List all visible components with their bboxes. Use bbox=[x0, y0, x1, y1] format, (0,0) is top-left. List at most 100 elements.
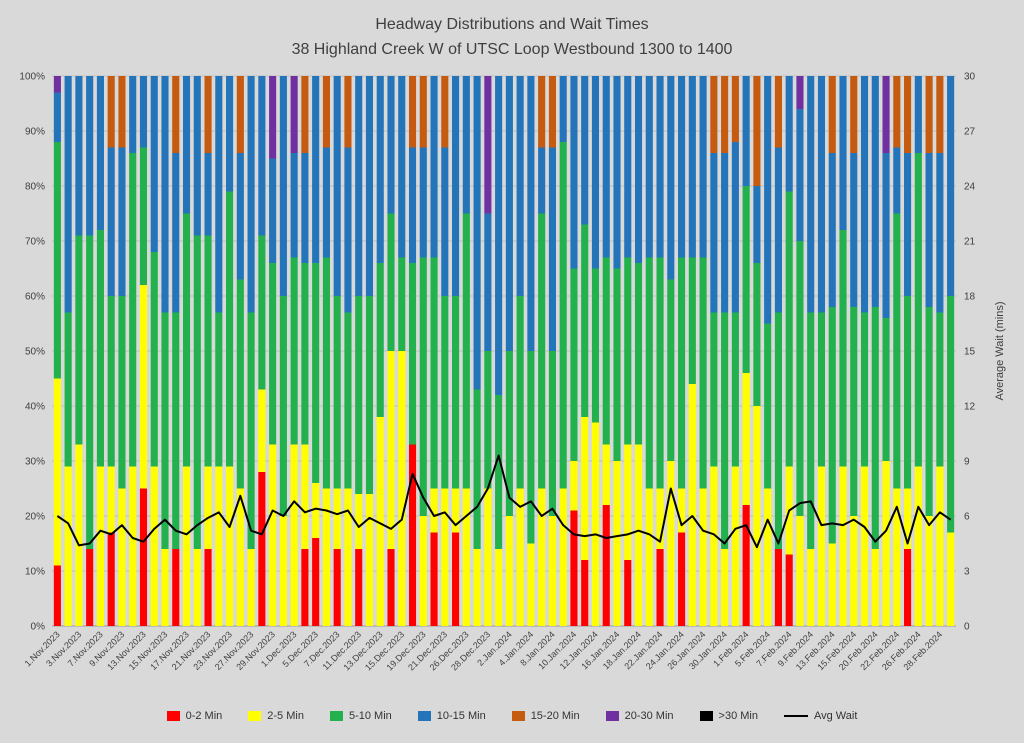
bar-segment-10-15-min bbox=[279, 76, 287, 296]
bar-segment-2-5-min bbox=[925, 516, 933, 626]
bar-segment-2-5-min bbox=[441, 488, 449, 626]
bar-segment-15-20-min bbox=[753, 76, 761, 186]
bar-segment-0-2-min bbox=[785, 554, 793, 626]
y-right-tick-label: 30 bbox=[964, 72, 976, 83]
legend-color-swatch-2-5-min bbox=[248, 711, 262, 721]
bar-segment-5-10-min bbox=[430, 257, 438, 489]
bar-segment-2-5-min bbox=[452, 488, 460, 533]
bar-segment-5-10-min bbox=[602, 257, 610, 445]
bar-segment-5-10-min bbox=[667, 279, 675, 461]
bar-segment-5-10-min bbox=[107, 296, 115, 467]
bar-segment-2-5-min bbox=[258, 389, 266, 472]
bar-segment-2-5-min bbox=[570, 461, 578, 511]
bar-segment-10-15-min bbox=[548, 147, 556, 351]
bar-segment-2-5-min bbox=[312, 483, 320, 538]
bar-segment-5-10-min bbox=[699, 257, 707, 489]
y-left-tick-label: 0% bbox=[31, 622, 46, 633]
bar-segment-5-10-min bbox=[505, 351, 513, 516]
bar-segment-0-2-min bbox=[678, 532, 686, 626]
bar-segment-15-20-min bbox=[172, 76, 180, 153]
bar-segment-2-5-min bbox=[333, 488, 341, 549]
legend-label-avg-wait: Avg Wait bbox=[813, 710, 858, 722]
bar-segment-2-5-min bbox=[656, 488, 664, 549]
bar-segment-2-5-min bbox=[150, 466, 158, 626]
bar-segment-15-20-min bbox=[118, 76, 126, 148]
legend-item-5-10-min: 5-10 Min bbox=[329, 710, 392, 722]
bar-segment-2-5-min bbox=[634, 444, 643, 626]
chart-title: Headway Distributions and Wait Times bbox=[375, 16, 649, 33]
legend-label-5-10-min: 5-10 Min bbox=[348, 710, 392, 722]
bar-segment-10-15-min bbox=[269, 158, 277, 263]
bar-segment-2-5-min bbox=[344, 488, 352, 626]
bar-segment-2-5-min bbox=[129, 466, 137, 626]
bar-segment-2-5-min bbox=[269, 444, 277, 626]
y-left-tick-label: 20% bbox=[25, 512, 45, 523]
bar-segment-0-2-min bbox=[355, 549, 363, 626]
bar-segment-10-15-min bbox=[452, 76, 460, 296]
bar-segment-5-10-min bbox=[947, 296, 955, 533]
bar-segment-5-10-min bbox=[581, 224, 589, 417]
bar-segment-0-2-min bbox=[570, 510, 578, 626]
bar-segment-5-10-min bbox=[721, 312, 729, 549]
bar-segment-2-5-min bbox=[53, 378, 61, 566]
bar-segment-5-10-min bbox=[516, 296, 524, 489]
bar-segment-5-10-min bbox=[53, 142, 61, 379]
bar-segment-2-5-min bbox=[387, 351, 395, 549]
bar-segment-2-5-min bbox=[376, 417, 384, 626]
bar-segment-15-20-min bbox=[441, 76, 449, 148]
bar-segment-10-15-min bbox=[408, 147, 417, 263]
bar-segment-5-10-min bbox=[182, 213, 191, 467]
bar-segment-5-10-min bbox=[355, 296, 363, 494]
bar-segment-2-5-min bbox=[753, 406, 761, 626]
bar-segment-2-5-min bbox=[947, 532, 955, 626]
bar-segment-5-10-min bbox=[688, 257, 696, 384]
bar-segment-5-10-min bbox=[828, 307, 836, 544]
legend-label-0-2-min: 0-2 Min bbox=[185, 710, 223, 722]
bar-segment-10-15-min bbox=[182, 76, 191, 214]
bar-segment-5-10-min bbox=[312, 263, 320, 483]
y-left-tick-label: 50% bbox=[25, 347, 45, 358]
bar-segment-10-15-min bbox=[527, 76, 535, 351]
y-right-tick-label: 9 bbox=[964, 457, 970, 468]
legend-color-swatch-20-30-min bbox=[605, 711, 619, 721]
bar-segment-5-10-min bbox=[161, 312, 169, 549]
bar-segment-20-30-min bbox=[882, 76, 890, 153]
bar-segment-10-15-min bbox=[710, 153, 718, 313]
bar-segment-0-2-min bbox=[904, 549, 912, 626]
bar-segment-5-10-min bbox=[613, 268, 621, 461]
bar-segment-2-5-min bbox=[882, 461, 890, 626]
bar-segment-5-10-min bbox=[473, 389, 481, 549]
bar-segment-10-15-min bbox=[96, 76, 104, 230]
bar-segment-5-10-min bbox=[753, 263, 761, 406]
bar-segment-10-15-min bbox=[538, 147, 546, 214]
bar-segment-10-15-min bbox=[215, 76, 223, 313]
bar-segment-5-10-min bbox=[731, 312, 739, 467]
bar-segment-2-5-min bbox=[193, 549, 201, 626]
bar-segment-10-15-min bbox=[516, 76, 524, 296]
bar-segment-2-5-min bbox=[75, 444, 83, 626]
y-right-tick-label: 12 bbox=[964, 402, 976, 413]
legend-label-2-5-min: 2-5 Min bbox=[267, 710, 304, 722]
bar-segment-15-20-min bbox=[301, 76, 309, 153]
bar-segment-0-2-min bbox=[656, 549, 664, 626]
bar-segment-10-15-min bbox=[344, 147, 352, 313]
bar-segment-10-15-min bbox=[86, 76, 94, 236]
legend-item-avg-wait: Avg Wait bbox=[783, 710, 858, 722]
bar-segment-2-5-min bbox=[624, 444, 632, 560]
bar-segment-2-5-min bbox=[430, 488, 438, 533]
bar-segment-2-5-min bbox=[613, 461, 621, 626]
y-left-tick-label: 70% bbox=[25, 237, 45, 248]
y-left-tick-label: 60% bbox=[25, 292, 45, 303]
bar-segment-2-5-min bbox=[290, 444, 298, 626]
bar-segment-2-5-min bbox=[516, 488, 524, 626]
bar-segment-0-2-min bbox=[53, 565, 61, 626]
bar-segment-0-2-min bbox=[204, 549, 212, 626]
bar-segment-10-15-min bbox=[925, 153, 933, 307]
legend-item-0-2-min: 0-2 Min bbox=[166, 710, 223, 722]
plot-area: 0% 10% 20% 30% 40% 50% 60% 70% 80% 90% 100% 0 3 6 9 12 1… bbox=[19, 72, 1006, 673]
bar-segment-5-10-min bbox=[871, 307, 879, 549]
bar-segment-0-2-min bbox=[172, 549, 180, 626]
bar-segment-10-15-min bbox=[699, 76, 707, 258]
bar-segment-15-20-min bbox=[904, 76, 912, 153]
bar-segment-2-5-min bbox=[688, 384, 696, 626]
